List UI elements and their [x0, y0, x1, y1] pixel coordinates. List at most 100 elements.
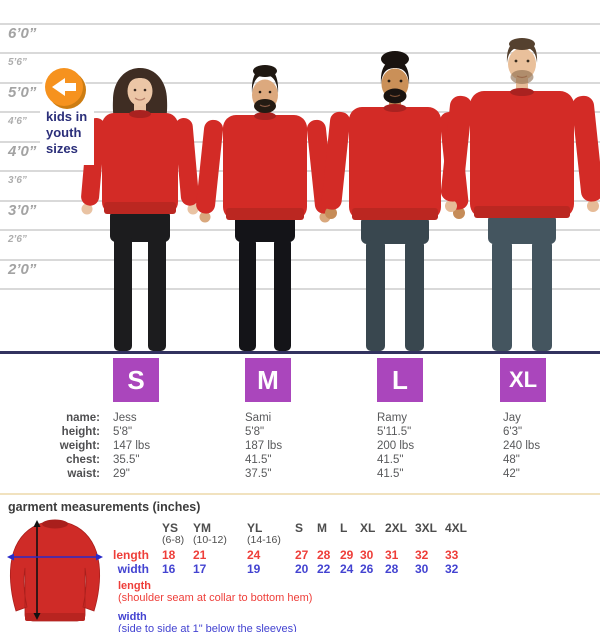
legend-length-title: length — [118, 580, 151, 592]
height-gridline — [0, 259, 600, 261]
gm-size-range: (10-12) — [193, 534, 227, 546]
legend-length-desc: (shoulder seam at collar to bottom hem) — [118, 591, 313, 604]
size-badge-m: M — [245, 358, 291, 402]
gm-width-value: 28 — [385, 562, 399, 576]
gm-size-header: M — [317, 521, 327, 535]
width-arrow — [7, 553, 103, 561]
gm-size-header: 3XL — [415, 521, 438, 535]
gm-length-value: 32 — [415, 548, 429, 562]
gm-width-value: 32 — [445, 562, 459, 576]
garment-row-labels: length width — [100, 548, 149, 576]
height-gridline — [0, 229, 600, 231]
spec-label-chest: chest: — [66, 454, 100, 466]
model-waist: 42" — [503, 468, 520, 480]
model-weight: 240 lbs — [503, 440, 541, 452]
gm-length-value: 28 — [317, 548, 331, 562]
gm-length-value: 30 — [360, 548, 374, 562]
gm-length-value: 29 — [340, 548, 354, 562]
gm-width-value: 20 — [295, 562, 309, 576]
model-sami-photo — [196, 65, 334, 351]
gm-col-2xl: 2XL 31 28 — [385, 521, 429, 576]
gm-width-value: 24 — [340, 562, 354, 576]
model-jess-photo — [81, 68, 199, 351]
gm-width-value: 22 — [317, 562, 331, 576]
gm-length-value: 21 — [193, 548, 207, 562]
models-photo — [81, 38, 600, 351]
gm-size-header: YL — [247, 521, 263, 535]
gm-col-3xl: 3XL 32 30 — [415, 521, 459, 576]
gm-size-range: (6-8) — [162, 534, 185, 546]
model-waist: 29" — [113, 468, 130, 480]
ruler-label-5ft: 5’0” — [8, 84, 37, 101]
model-ramy-photo — [321, 51, 469, 351]
size-badge-l: L — [377, 358, 423, 402]
width-row-label: width — [117, 562, 149, 576]
ruler-label-2ft: 2’0” — [8, 261, 37, 278]
gm-length-value: 24 — [247, 548, 261, 562]
model-weight: 147 lbs — [113, 440, 151, 452]
model-name: Sami — [245, 412, 272, 424]
gm-col-xl: XL 30 26 — [360, 521, 404, 576]
spec-col-jess: Jess 5'8" 147 lbs 35.5" 29" — [113, 411, 150, 481]
sweatshirt-photo — [7, 519, 103, 622]
gm-col-4xl: 4XL 33 32 — [445, 521, 489, 576]
gm-size-range — [445, 534, 489, 548]
ruler-label-2ft6: 2’6” — [8, 234, 27, 245]
photo-baseline — [0, 351, 600, 354]
kids-note: kids in youth sizes — [46, 109, 87, 157]
kids-note-backdrop — [40, 103, 94, 165]
gm-col-ys: YS (6-8) 18 16 — [162, 521, 206, 576]
legend-width-desc: (side to side at 1" below the sleeves) — [118, 622, 297, 632]
kids-note-line: kids in — [46, 109, 88, 124]
section-divider — [0, 493, 600, 495]
gm-size-header: YS — [162, 521, 179, 535]
gm-length-value: 27 — [295, 548, 309, 562]
model-waist: 37.5" — [245, 468, 272, 480]
height-gridline — [0, 52, 600, 54]
gm-size-header: XL — [360, 521, 376, 535]
spec-row-labels: name: height: weight: chest: waist: — [0, 411, 100, 481]
ruler-label-5ft6: 5’6” — [8, 57, 27, 68]
spec-col-ramy: Ramy 5'11.5" 200 lbs 41.5" 41.5" — [377, 411, 414, 481]
gm-size-range: (14-16) — [247, 534, 281, 546]
model-weight: 200 lbs — [377, 440, 415, 452]
gm-col-yl: YL (14-16) 24 19 — [247, 521, 291, 576]
height-gridline — [0, 288, 600, 290]
ruler-label-4ft: 4’0” — [8, 143, 37, 160]
model-chest: 41.5" — [245, 454, 272, 466]
gm-size-header: 4XL — [445, 521, 468, 535]
kids-note-line: sizes — [46, 141, 78, 156]
gm-width-value: 19 — [247, 562, 261, 576]
model-height: 6'3" — [503, 426, 523, 438]
gm-width-value: 16 — [162, 562, 176, 576]
kids-youth-sizes-badge — [45, 68, 83, 106]
gm-col-l: L 29 24 — [340, 521, 384, 576]
left-arrow-icon — [52, 78, 76, 96]
model-name: Ramy — [377, 412, 408, 424]
model-waist: 41.5" — [377, 468, 404, 480]
gm-col-m: M 28 22 — [317, 521, 361, 576]
legend-width-title: width — [118, 611, 147, 623]
spec-col-jay: Jay 6'3" 240 lbs 48" 42" — [503, 411, 540, 481]
garment-measurements-title: garment measurements (inches) — [8, 500, 201, 514]
ruler-label-3ft: 3’0” — [8, 202, 37, 219]
gm-length-value: 18 — [162, 548, 176, 562]
model-chest: 35.5" — [113, 454, 140, 466]
length-row-label: length — [113, 548, 149, 562]
kids-note-line: youth — [46, 125, 82, 140]
length-arrow — [33, 520, 41, 620]
height-gridline — [0, 82, 600, 84]
height-gridline — [0, 23, 600, 25]
gm-col-s: S 27 20 — [295, 521, 339, 576]
spec-label-height: height: — [61, 426, 100, 438]
gm-size-header: YM — [193, 521, 211, 535]
size-badge-s: S — [113, 358, 159, 402]
gm-size-header: 2XL — [385, 521, 408, 535]
spec-label-name: name: — [66, 412, 100, 424]
ruler-label-6ft: 6’0” — [8, 25, 37, 42]
gm-length-value: 33 — [445, 548, 459, 562]
gm-width-value: 26 — [360, 562, 374, 576]
gm-size-header: L — [340, 521, 348, 535]
model-jay-photo — [440, 38, 600, 351]
gm-col-ym: YM (10-12) 21 17 — [193, 521, 237, 576]
